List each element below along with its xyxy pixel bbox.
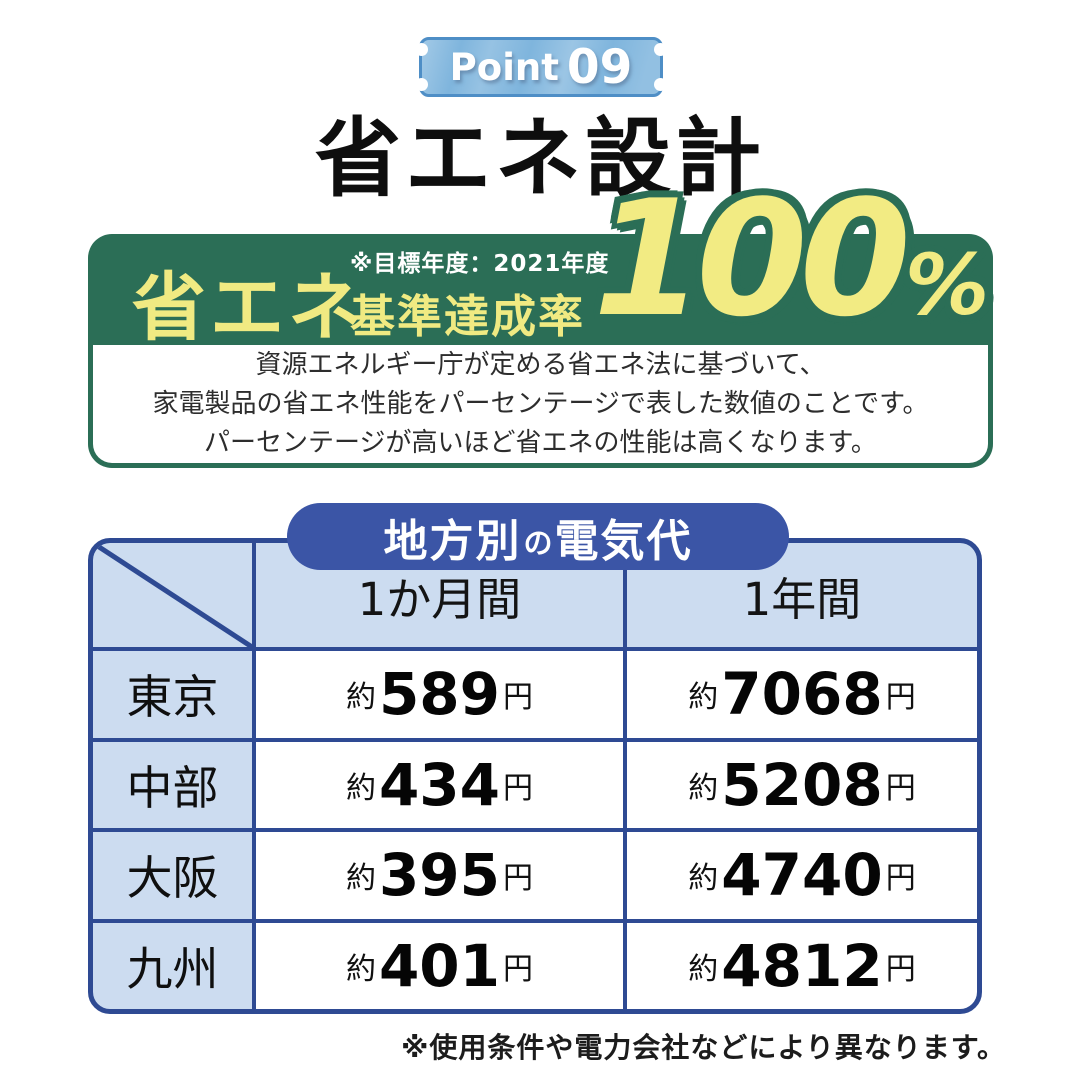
electricity-cost-table: 1か月間 1年間 東京 約 589 円 約 7068 円 中部 約 434 円 約 5208 円…: [88, 538, 982, 1014]
yen-unit: 円: [503, 951, 534, 987]
badge-notch: [415, 78, 428, 91]
cost-value: 401: [378, 931, 501, 1000]
description-line: 資源エネルギー庁が定める省エネ法に基づいて、: [255, 349, 826, 380]
cost-value: 5208: [721, 750, 883, 819]
description-line: 家電製品の省エネ性能をパーセンテージで表した数値のことです。: [152, 388, 929, 419]
yen-unit: 円: [503, 680, 534, 716]
description-line: パーセンテージが高いほど省エネの性能は高くなります。: [204, 427, 877, 458]
conditions-footnote: ※使用条件や電力会社などにより異なります。: [401, 1031, 1006, 1064]
table-title-main: 地方別: [383, 515, 522, 567]
approx-prefix: 約: [345, 680, 376, 716]
rate-value: 100: [593, 165, 911, 352]
approx-prefix: 約: [345, 770, 376, 806]
approx-prefix: 約: [688, 680, 719, 716]
row-label: 大阪: [93, 832, 252, 919]
cost-value: 7068: [721, 660, 883, 729]
row-label: 九州: [93, 922, 252, 1009]
energy-rate-banner: 省エネ ※目標年度：2021年度 基準達成率 100%: [88, 179, 993, 351]
banner-sub-block: ※目標年度：2021年度 基準達成率: [350, 244, 609, 345]
approx-prefix: 約: [345, 951, 376, 987]
cost-cell: 約 7068 円: [627, 651, 977, 738]
approx-prefix: 約: [688, 951, 719, 987]
cost-cell: 約 4812 円: [627, 922, 977, 1009]
approx-prefix: 約: [688, 770, 719, 806]
table-title-particle: の: [523, 525, 553, 560]
cost-value: 4740: [721, 841, 883, 910]
achievement-rate: 100%: [593, 179, 989, 339]
yen-unit: 円: [885, 680, 916, 716]
table-title-pill: 地方別 の 電気代: [287, 503, 789, 570]
cost-cell: 約 4740 円: [627, 832, 977, 919]
yen-unit: 円: [885, 861, 916, 897]
badge-number: 09: [566, 39, 633, 95]
badge-notch: [654, 43, 667, 56]
target-year-note: ※目標年度：2021年度: [350, 251, 610, 277]
row-label: 東京: [93, 651, 252, 738]
page-title: 省エネ設計: [315, 109, 765, 209]
yen-unit: 円: [503, 770, 534, 806]
cost-value: 395: [378, 841, 501, 910]
yen-unit: 円: [503, 861, 534, 897]
diagonal-line: [93, 543, 252, 647]
rate-description: 資源エネルギー庁が定める省エネ法に基づいて、 家電製品の省エネ性能をパーセンテー…: [88, 345, 993, 468]
badge-notch: [654, 78, 667, 91]
row-label: 中部: [93, 741, 252, 828]
banner-sub-label: 基準達成率: [350, 290, 586, 343]
cost-cell: 約 401 円: [256, 922, 623, 1009]
cost-value: 4812: [721, 931, 883, 1000]
cost-cell: 約 589 円: [256, 651, 623, 738]
badge-word: Point: [449, 45, 559, 89]
point-badge: Point 09: [415, 37, 667, 97]
approx-prefix: 約: [345, 861, 376, 897]
table-corner-cell: [93, 543, 252, 647]
badge-notch: [415, 43, 428, 56]
yen-unit: 円: [885, 951, 916, 987]
rate-unit: %: [904, 236, 990, 334]
table-title-rest: 電気代: [554, 515, 693, 567]
banner-main-label: 省エネ: [132, 265, 366, 351]
energy-rate-panel: 省エネ ※目標年度：2021年度 基準達成率 100% 資源エネルギー庁が定める…: [88, 179, 993, 468]
cost-value: 589: [378, 660, 501, 729]
cost-value: 434: [378, 750, 501, 819]
cost-cell: 約 5208 円: [627, 741, 977, 828]
approx-prefix: 約: [688, 861, 719, 897]
yen-unit: 円: [885, 770, 916, 806]
cost-cell: 約 434 円: [256, 741, 623, 828]
cost-cell: 約 395 円: [256, 832, 623, 919]
